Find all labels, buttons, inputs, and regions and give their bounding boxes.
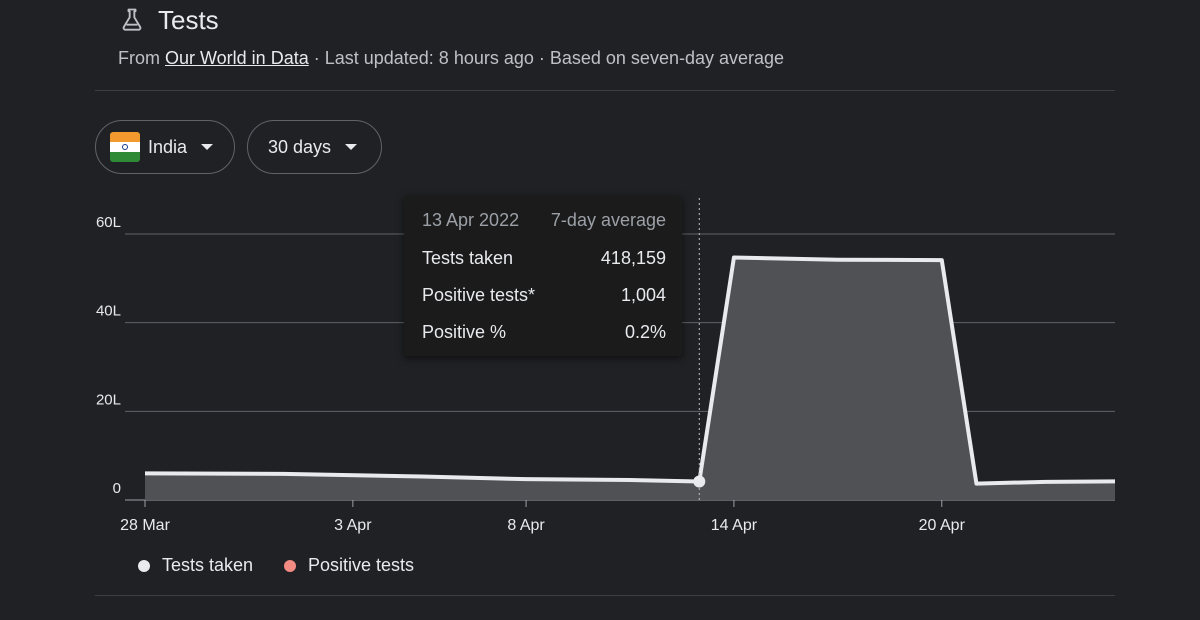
tooltip-label: Tests taken [422, 248, 514, 268]
tooltip-value: 418,159 [600, 248, 666, 268]
source-link[interactable]: Our World in Data [165, 48, 309, 68]
bottom-divider [95, 595, 1115, 596]
title-row: Tests [118, 4, 219, 36]
range-label: 30 days [268, 136, 332, 157]
hover-point [693, 475, 706, 488]
india-flag-icon [110, 132, 140, 162]
country-label: India [148, 136, 188, 157]
page-title: Tests [158, 4, 219, 35]
legend-dot [284, 559, 296, 572]
flask-icon [122, 8, 142, 31]
tooltip-row: Positive tests* 1,004 [422, 285, 666, 306]
tooltip-label: Positive % [422, 322, 507, 342]
x-tick-label: 28 Mar [120, 517, 170, 534]
y-tick-label: 40L [96, 303, 121, 320]
y-tick-label: 20L [96, 391, 121, 408]
x-tick-label: 14 Apr [711, 517, 758, 534]
tooltip-value: 0.2% [624, 322, 666, 342]
chart-tooltip: 13 Apr 2022 7-day average Tests taken 41… [404, 196, 682, 356]
tooltip-value: 1,004 [620, 285, 666, 305]
legend-label: Tests taken [162, 555, 254, 575]
tooltip-date: 13 Apr 2022 [422, 210, 520, 230]
chevron-down-icon [201, 144, 214, 150]
source-line: From Our World in Data · Last updated: 8… [118, 48, 784, 69]
y-tick-label: 0 [113, 480, 121, 497]
source-prefix: From [118, 48, 165, 68]
series-area-tests-taken [145, 257, 1115, 500]
top-divider [95, 90, 1115, 91]
tooltip-label: Positive tests* [422, 285, 536, 305]
legend-dot [138, 559, 150, 572]
range-select[interactable]: 30 days [247, 120, 382, 174]
x-tick-label: 8 Apr [507, 517, 545, 534]
tooltip-mode: 7-day average [550, 210, 666, 230]
tooltip-header: 13 Apr 2022 7-day average [422, 210, 666, 231]
legend-item-positive-tests[interactable]: Positive tests [284, 555, 414, 576]
y-tick-label: 60L [96, 214, 121, 231]
source-suffix: · Last updated: 8 hours ago · Based on s… [308, 48, 785, 68]
x-tick-label: 3 Apr [334, 517, 372, 534]
legend-label: Positive tests [308, 555, 415, 575]
country-select[interactable]: India [95, 120, 235, 174]
tooltip-row: Positive % 0.2% [422, 322, 666, 343]
legend-item-tests-taken[interactable]: Tests taken [138, 555, 253, 576]
chevron-down-icon [345, 144, 358, 150]
series-line-tests-taken [144, 255, 1116, 486]
x-tick-label: 20 Apr [919, 517, 966, 534]
tooltip-row: Tests taken 418,159 [422, 248, 666, 269]
